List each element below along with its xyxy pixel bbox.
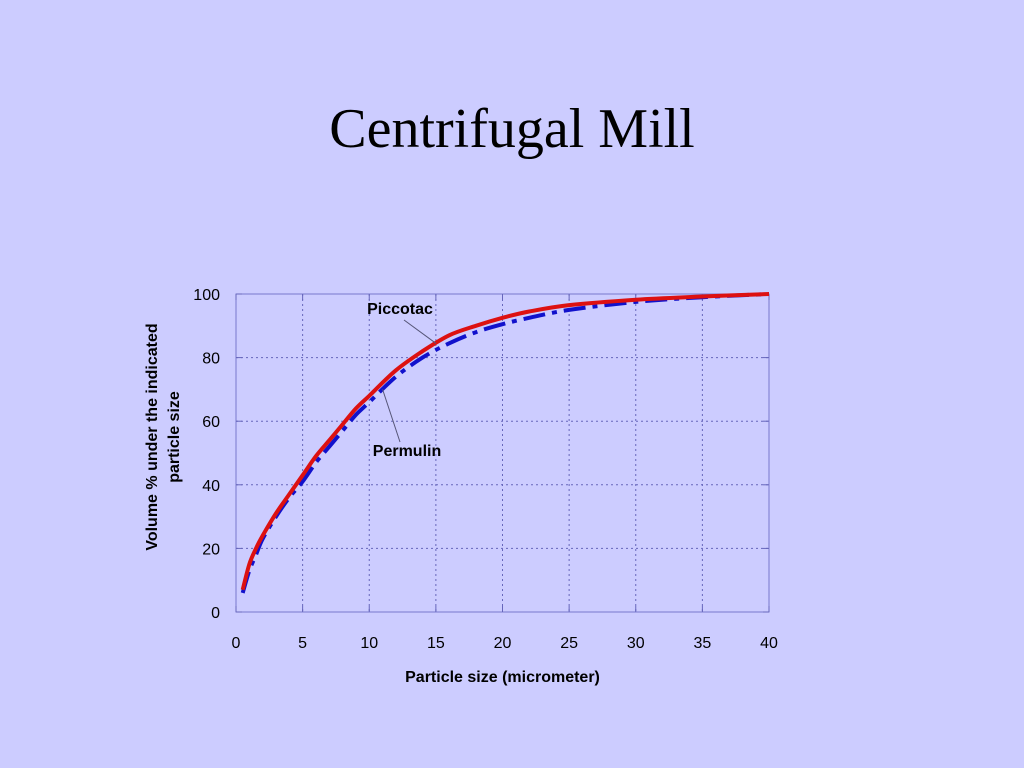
annotation-label-piccotac: Piccotac [367, 301, 433, 318]
x-tick-label-15: 15 [427, 635, 445, 652]
x-tick-label-30: 30 [627, 635, 645, 652]
y-tick-label-80: 80 [202, 351, 220, 368]
annotation-leader-piccotac [403, 319, 437, 344]
y-axis-title-line-2: particle size [166, 391, 183, 483]
x-tick-label-35: 35 [693, 635, 711, 652]
y-axis-title-line-1: Volume % under the indicated [144, 323, 161, 550]
annotations: Piccotac Permulin [367, 301, 441, 460]
x-tick-label-20: 20 [494, 635, 512, 652]
x-tick-label-5: 5 [298, 635, 307, 652]
x-tick-label-40: 40 [760, 635, 778, 652]
tick-labels: 0 5 10 15 20 25 30 35 40 0 20 40 60 80 100 [193, 287, 778, 652]
x-tick-label-10: 10 [360, 635, 378, 652]
grid [236, 294, 769, 612]
x-tick-label-0: 0 [232, 635, 241, 652]
x-tick-label-25: 25 [560, 635, 578, 652]
y-tick-label-0: 0 [211, 605, 220, 622]
y-tick-label-60: 60 [202, 414, 220, 431]
y-tick-label-40: 40 [202, 478, 220, 495]
y-tick-label-20: 20 [202, 541, 220, 558]
annotation-leader-permulin [382, 389, 401, 443]
y-axis-title: Volume % under the indicated particle si… [144, 323, 183, 550]
series-line-piccotac [240, 292, 770, 591]
x-axis-title: Particle size (micrometer) [405, 669, 600, 686]
slide-title: Centrifugal Mill [329, 98, 695, 160]
annotation-label-permulin: Permulin [373, 443, 441, 460]
series [240, 292, 770, 594]
y-tick-label-100: 100 [193, 287, 220, 304]
